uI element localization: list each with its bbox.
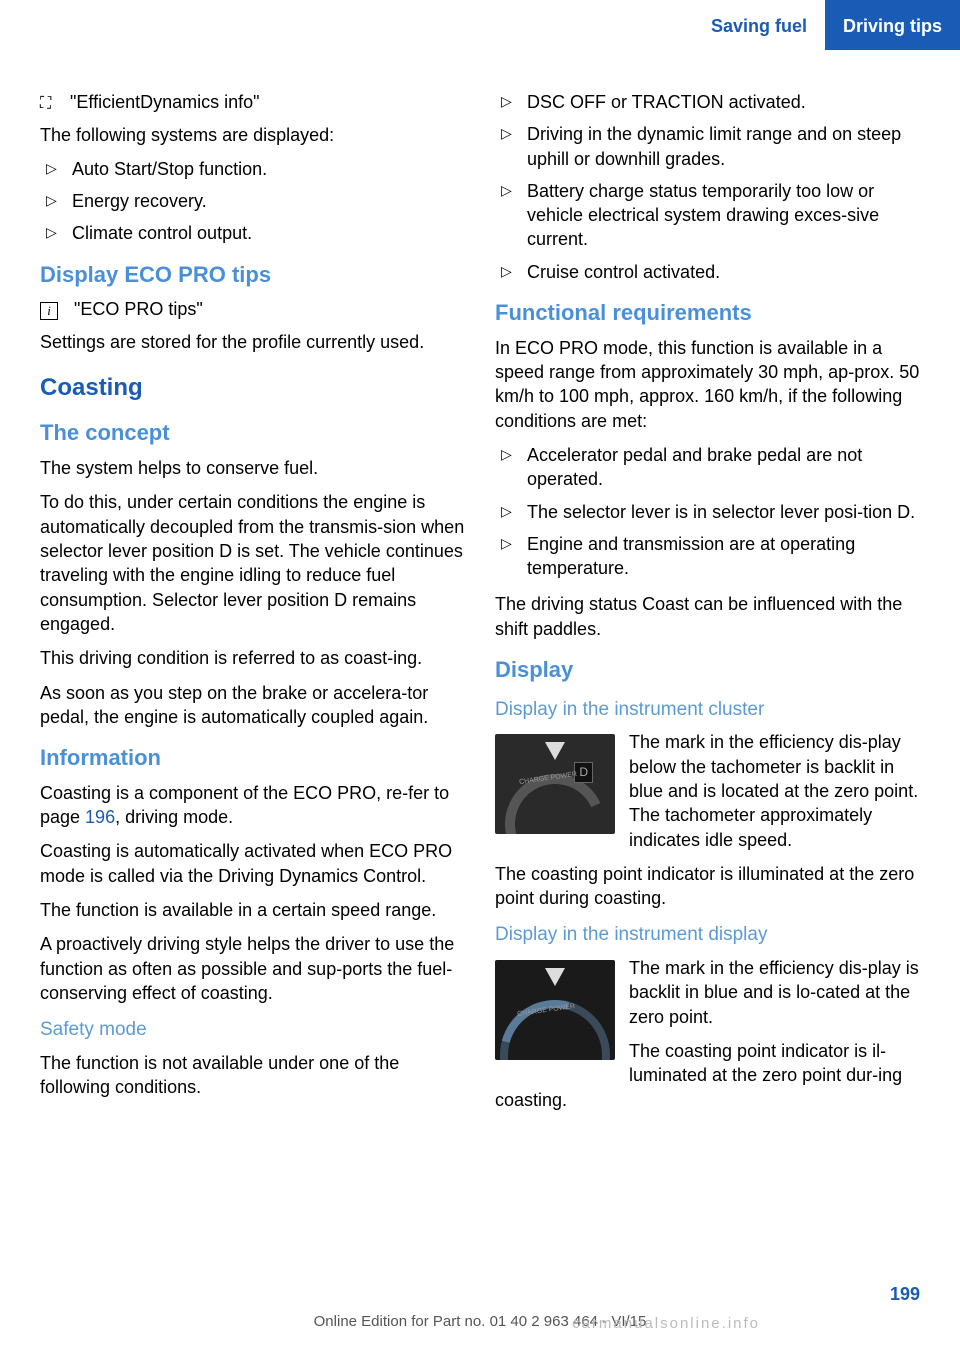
- heading-display: Display: [495, 655, 920, 685]
- left-column: ⛶ "EfficientDynamics info" The following…: [40, 90, 465, 1122]
- system-list: Auto Start/Stop function. Energy recover…: [40, 157, 465, 246]
- gauge-arrow-icon: [545, 742, 565, 760]
- requirement-list: Accelerator pedal and brake pedal are no…: [495, 443, 920, 580]
- condition-list: DSC OFF or TRACTION activated. Driving i…: [495, 90, 920, 284]
- paragraph: The following systems are displayed:: [40, 123, 465, 147]
- heading-functional-requirements: Functional requirements: [495, 298, 920, 328]
- paragraph: This driving condition is referred to as…: [40, 646, 465, 670]
- header-chapter-label: Driving tips: [825, 0, 960, 50]
- info-icon: i: [40, 302, 58, 320]
- paragraph: As soon as you step on the brake or acce…: [40, 681, 465, 730]
- gauge-arrow-icon: [545, 968, 565, 986]
- paragraph: Settings are stored for the profile curr…: [40, 330, 465, 354]
- paragraph: To do this, under certain conditions the…: [40, 490, 465, 636]
- list-item: DSC OFF or TRACTION activated.: [495, 90, 920, 114]
- page-number: 199: [890, 1282, 920, 1306]
- gauge-arc-icon: [495, 760, 615, 834]
- menu-item-eco-pro-tips: i "ECO PRO tips": [40, 297, 465, 321]
- header-section-label: Saving fuel: [693, 0, 825, 50]
- watermark-text: carmanualsonline.info: [572, 1314, 760, 1334]
- heading-display-instrument: Display in the instrument display: [495, 922, 920, 948]
- list-item: Cruise control activated.: [495, 260, 920, 284]
- heading-coasting: Coasting: [40, 372, 465, 404]
- paragraph: In ECO PRO mode, this function is availa…: [495, 336, 920, 433]
- heading-safety-mode: Safety mode: [40, 1017, 465, 1043]
- content-columns: ⛶ "EfficientDynamics info" The following…: [0, 50, 960, 1122]
- menu-label: "EfficientDynamics info": [70, 90, 260, 114]
- menu-nav-icon: ⛶: [40, 93, 60, 115]
- paragraph: Coasting is a component of the ECO PRO, …: [40, 781, 465, 830]
- paragraph: The function is not available under one …: [40, 1051, 465, 1100]
- page-header: Saving fuel Driving tips: [0, 0, 960, 50]
- gauge-d-badge: D: [574, 762, 593, 782]
- list-item: Engine and transmission are at operating…: [495, 532, 920, 581]
- text: , driving mode.: [115, 807, 233, 827]
- right-column: DSC OFF or TRACTION activated. Driving i…: [495, 90, 920, 1122]
- list-item: Accelerator pedal and brake pedal are no…: [495, 443, 920, 492]
- gauge-cluster-image: D CHARGE POWER: [495, 734, 615, 834]
- paragraph: Coasting is automatically activated when…: [40, 839, 465, 888]
- heading-the-concept: The concept: [40, 418, 465, 448]
- footer-text: Online Edition for Part no. 01 40 2 963 …: [0, 1312, 960, 1332]
- paragraph: The coasting point indicator is illumina…: [495, 862, 920, 911]
- menu-item-efficientdynamics: ⛶ "EfficientDynamics info": [40, 90, 465, 115]
- heading-information: Information: [40, 743, 465, 773]
- gauge-instrument-image: CHARGE POWER: [495, 960, 615, 1060]
- list-item: Battery charge status temporarily too lo…: [495, 179, 920, 252]
- menu-label: "ECO PRO tips": [74, 297, 203, 321]
- list-item: Climate control output.: [40, 221, 465, 245]
- list-item: Energy recovery.: [40, 189, 465, 213]
- list-item: The selector lever is in selector lever …: [495, 500, 920, 524]
- paragraph: The system helps to conserve fuel.: [40, 456, 465, 480]
- paragraph: The driving status Coast can be influenc…: [495, 592, 920, 641]
- list-item: Auto Start/Stop function.: [40, 157, 465, 181]
- paragraph: The function is available in a certain s…: [40, 898, 465, 922]
- gauge-arc-highlight-icon: [495, 980, 615, 1060]
- heading-display-eco-pro: Display ECO PRO tips: [40, 260, 465, 290]
- paragraph: A proactively driving style helps the dr…: [40, 932, 465, 1005]
- page-link-196[interactable]: 196: [85, 807, 115, 827]
- heading-display-cluster: Display in the instrument cluster: [495, 697, 920, 723]
- list-item: Driving in the dynamic limit range and o…: [495, 122, 920, 171]
